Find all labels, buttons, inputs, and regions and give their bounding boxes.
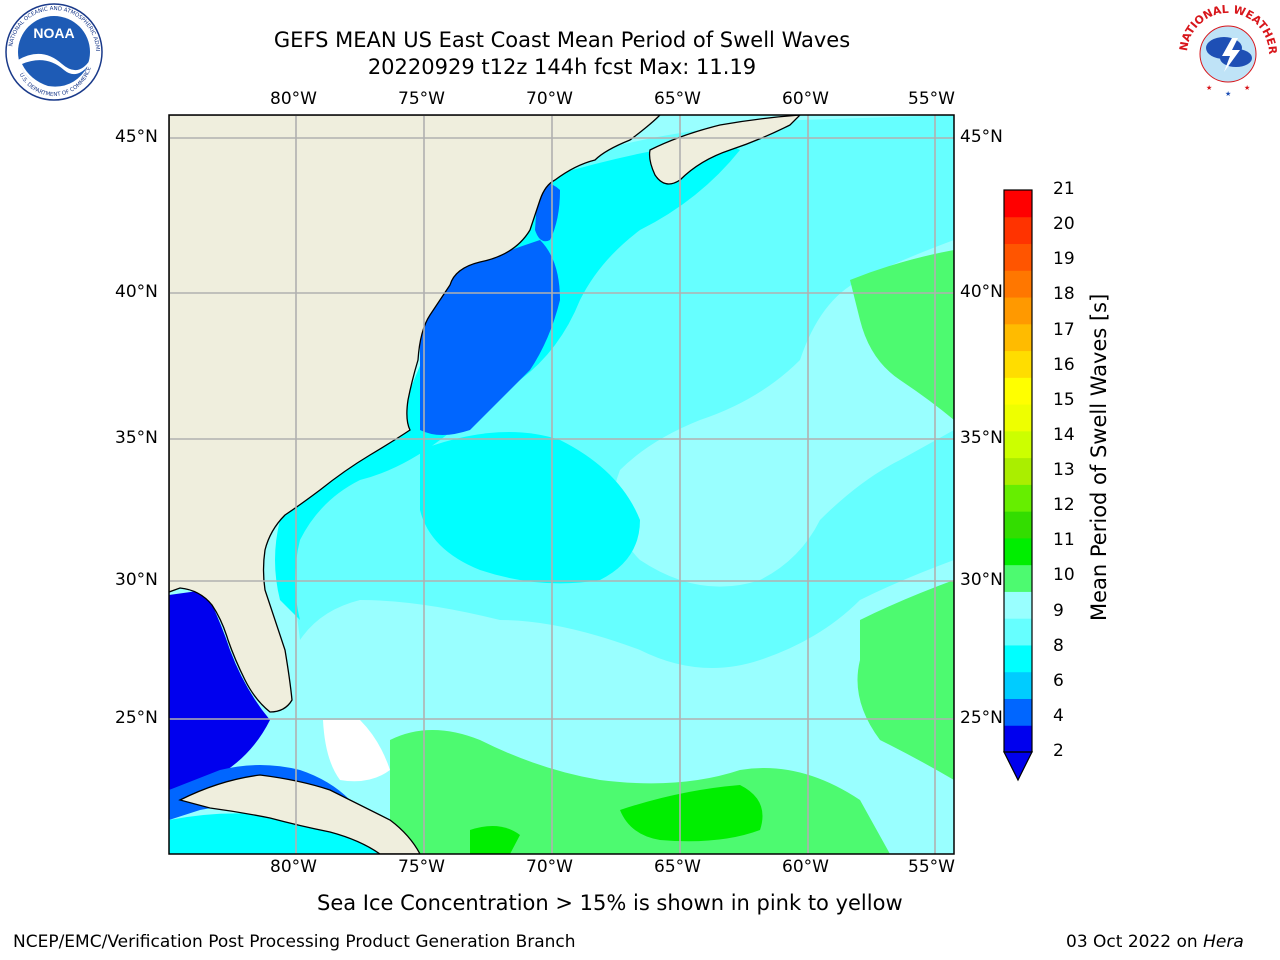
colorbar-tick-label: 2 bbox=[1053, 741, 1064, 761]
land-cuba bbox=[178, 774, 421, 854]
colorbar-segment bbox=[1004, 350, 1032, 378]
gulf-under-2 bbox=[169, 590, 270, 790]
colorbar-tick-label: 4 bbox=[1053, 705, 1064, 726]
colorbar-tick-label: 20 bbox=[1053, 214, 1075, 235]
colorbar-segment bbox=[1004, 457, 1032, 485]
lat-label-right-30n: 30°N bbox=[960, 570, 1003, 590]
colorbar-segment bbox=[1004, 537, 1032, 566]
footer-right: 03 Oct 2022 on Hera bbox=[1066, 932, 1244, 952]
colorbar-segment bbox=[1004, 591, 1032, 619]
swell-band-10-11-b bbox=[470, 826, 520, 854]
colorbar-segment bbox=[1004, 618, 1032, 646]
colorbar-tick-label: 18 bbox=[1053, 284, 1075, 305]
land-nova-scotia bbox=[648, 115, 801, 185]
colorbar-segment bbox=[1004, 216, 1032, 245]
lon-label-top-75w: 75°W bbox=[398, 89, 445, 109]
colorbar-tick-label: 10 bbox=[1053, 565, 1075, 586]
colorbar-tick-label: 9 bbox=[1053, 600, 1064, 621]
colorbar-tick-label: 11 bbox=[1053, 530, 1075, 551]
colorbar-tick-label: 6 bbox=[1053, 670, 1064, 691]
lon-label-bottom-70w: 70°W bbox=[526, 857, 573, 877]
colorbar-segment bbox=[1004, 270, 1032, 298]
svg-text:★: ★ bbox=[1206, 84, 1212, 92]
swell-band-4-6-south bbox=[420, 432, 640, 584]
lon-label-top-65w: 65°W bbox=[654, 89, 701, 109]
colorbar-segment bbox=[1004, 511, 1032, 539]
colorbar-tick-label: 12 bbox=[1053, 495, 1075, 516]
colorbar-segment bbox=[1004, 323, 1032, 352]
lat-label-right-45n: 45°N bbox=[960, 127, 1003, 147]
colorbar-segment bbox=[1004, 644, 1032, 673]
lon-label-bottom-75w: 75°W bbox=[398, 857, 445, 877]
colorbar-segment bbox=[1004, 725, 1032, 753]
colorbar-segment bbox=[1004, 190, 1032, 218]
svg-text:★: ★ bbox=[1244, 84, 1250, 92]
colorbar-segment bbox=[1004, 671, 1032, 699]
footer-date: 03 Oct 2022 on bbox=[1066, 932, 1204, 952]
colorbar bbox=[1003, 189, 1033, 782]
colorbar-tick-label: 14 bbox=[1053, 424, 1075, 445]
lon-label-top-80w: 80°W bbox=[270, 89, 317, 109]
swell-band-9-10-south bbox=[390, 730, 890, 854]
lat-label-left-45n: 45°N bbox=[115, 127, 158, 147]
colorbar-segment bbox=[1004, 484, 1032, 512]
lat-label-left-30n: 30°N bbox=[115, 570, 158, 590]
lon-label-bottom-55w: 55°W bbox=[908, 857, 955, 877]
lon-label-top-70w: 70°W bbox=[526, 89, 573, 109]
svg-text:NOAA: NOAA bbox=[33, 25, 74, 41]
colorbar-tick-label: 15 bbox=[1053, 389, 1075, 410]
colorbar-tick-label: 17 bbox=[1053, 319, 1075, 340]
swell-band-10-11 bbox=[620, 785, 763, 842]
lon-label-top-60w: 60°W bbox=[782, 89, 829, 109]
colorbar-segment bbox=[1004, 430, 1032, 459]
lat-label-right-35n: 35°N bbox=[960, 428, 1003, 448]
nws-logo: NATIONAL WEATHER SERVICE ★ ★ ★ bbox=[1174, 0, 1279, 104]
bahamas-no-data bbox=[323, 720, 390, 782]
lat-label-right-40n: 40°N bbox=[960, 282, 1003, 302]
colorbar-segment bbox=[1004, 297, 1032, 325]
colorbar-label: Mean Period of Swell Waves [s] bbox=[1087, 293, 1111, 621]
footer-left: NCEP/EMC/Verification Post Processing Pr… bbox=[13, 932, 576, 952]
svg-text:★: ★ bbox=[1225, 90, 1231, 98]
lon-label-bottom-60w: 60°W bbox=[782, 857, 829, 877]
colorbar-segment bbox=[1004, 243, 1032, 271]
swell-band-2-4-midatlantic bbox=[420, 240, 560, 435]
colorbar-tick-label: 16 bbox=[1053, 354, 1075, 375]
lon-label-bottom-65w: 65°W bbox=[654, 857, 701, 877]
colorbar-tick-label: 8 bbox=[1053, 635, 1064, 656]
map-frame bbox=[168, 114, 955, 855]
chart-title: GEFS MEAN US East Coast Mean Period of S… bbox=[273, 28, 851, 52]
lat-label-left-35n: 35°N bbox=[115, 428, 158, 448]
graticule bbox=[169, 115, 954, 854]
colorbar-segment bbox=[1004, 377, 1032, 405]
swell-band-9-10-southeast bbox=[857, 580, 954, 780]
footer-host: Hera bbox=[1203, 932, 1244, 952]
chart-subtitle: 20220929 t12z 144h fcst Max: 11.19 bbox=[367, 55, 757, 79]
colorbar-frame bbox=[1003, 189, 1033, 753]
colorbar-tick-label: 13 bbox=[1053, 460, 1075, 480]
colorbar-tick-label: 19 bbox=[1053, 249, 1075, 270]
lat-label-left-40n: 40°N bbox=[115, 282, 158, 302]
lon-label-bottom-80w: 80°W bbox=[270, 857, 317, 877]
colorbar-under-triangle bbox=[1003, 751, 1033, 782]
colorbar-segment bbox=[1004, 404, 1032, 432]
sea-ice-note: Sea Ice Concentration > 15% is shown in … bbox=[317, 891, 903, 915]
land-us-canada bbox=[169, 115, 661, 713]
lon-label-top-55w: 55°W bbox=[908, 89, 955, 109]
lat-label-left-25n: 25°N bbox=[115, 708, 158, 728]
colorbar-segment bbox=[1004, 698, 1032, 726]
colorbar-tick-label: 21 bbox=[1053, 179, 1075, 199]
noaa-logo: NOAA NATIONAL OCEANIC AND ATMOSPHERIC AD… bbox=[0, 0, 106, 106]
lat-label-right-25n: 25°N bbox=[960, 708, 1003, 728]
colorbar-segment bbox=[1004, 564, 1032, 592]
